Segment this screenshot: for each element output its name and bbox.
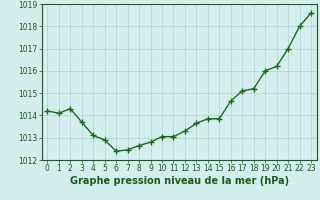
- X-axis label: Graphe pression niveau de la mer (hPa): Graphe pression niveau de la mer (hPa): [70, 176, 289, 186]
